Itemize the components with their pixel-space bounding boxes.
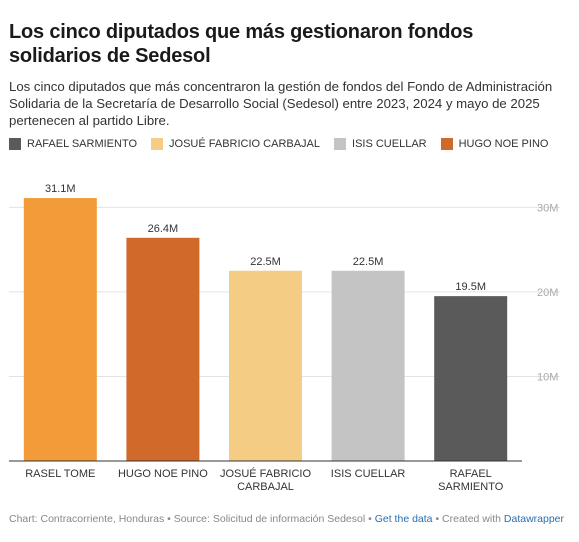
footer-source: Chart: Contracorriente, Honduras • Sourc… <box>9 513 372 525</box>
x-tick-label: SARMIENTO <box>438 481 504 493</box>
legend-item: HUGO NOE PINO <box>440 138 549 150</box>
x-tick-label: HUGO NOE PINO <box>118 468 208 480</box>
legend-swatch <box>9 138 21 150</box>
bar-value-label: 22.5M <box>353 256 384 268</box>
chart-legend: RAFAEL SARMIENTO JOSUÉ FABRICIO CARBAJAL… <box>9 136 562 152</box>
bar <box>126 237 200 461</box>
get-the-data-link[interactable]: Get the data <box>374 513 433 525</box>
footer-created-with: • Created with <box>435 513 501 525</box>
legend-item: RAFAEL SARMIENTO <box>9 138 137 150</box>
bar <box>331 270 405 461</box>
bar-value-label: 31.1M <box>45 183 76 195</box>
chart-footer: Chart: Contracorriente, Honduras • Sourc… <box>9 513 564 525</box>
legend-swatch <box>151 138 164 150</box>
bar <box>23 198 97 461</box>
chart-subtitle: Los cinco diputados que más concentraron… <box>9 79 553 128</box>
bar-value-label: 19.5M <box>455 281 486 293</box>
bar-chart: 10M 20M 30M 31.1M RASEL TOME 26.4M HUGO NOE PI… <box>9 183 560 493</box>
y-tick-label: 10M <box>537 371 558 383</box>
x-tick-label: RASEL TOME <box>25 468 95 480</box>
y-tick-label: 30M <box>537 202 558 214</box>
bar <box>229 270 302 461</box>
legend-swatch <box>334 138 347 150</box>
legend-label: RAFAEL SARMIENTO <box>27 138 138 150</box>
x-tick-label: CARBAJAL <box>237 481 294 493</box>
datawrapper-link[interactable]: Datawrapper <box>503 513 565 525</box>
legend-item: ISIS CUELLAR <box>334 138 427 150</box>
x-tick-label: RAFAEL <box>450 468 492 480</box>
legend-swatch <box>440 138 453 150</box>
chart-title: Los cinco diputados que más gestionaron … <box>9 21 474 67</box>
bar <box>434 296 508 461</box>
legend-item: JOSUÉ FABRICIO CARBAJAL <box>151 138 320 150</box>
legend-label: JOSUÉ FABRICIO CARBAJAL <box>169 138 321 150</box>
bar-value-label: 26.4M <box>148 223 179 235</box>
bar-value-label: 22.5M <box>250 256 281 268</box>
legend-label: ISIS CUELLAR <box>352 138 427 150</box>
legend-label: HUGO NOE PINO <box>458 138 549 150</box>
x-tick-label: ISIS CUELLAR <box>331 468 406 480</box>
x-tick-label: JOSUÉ FABRICIO <box>220 467 312 480</box>
y-tick-label: 20M <box>537 287 558 299</box>
